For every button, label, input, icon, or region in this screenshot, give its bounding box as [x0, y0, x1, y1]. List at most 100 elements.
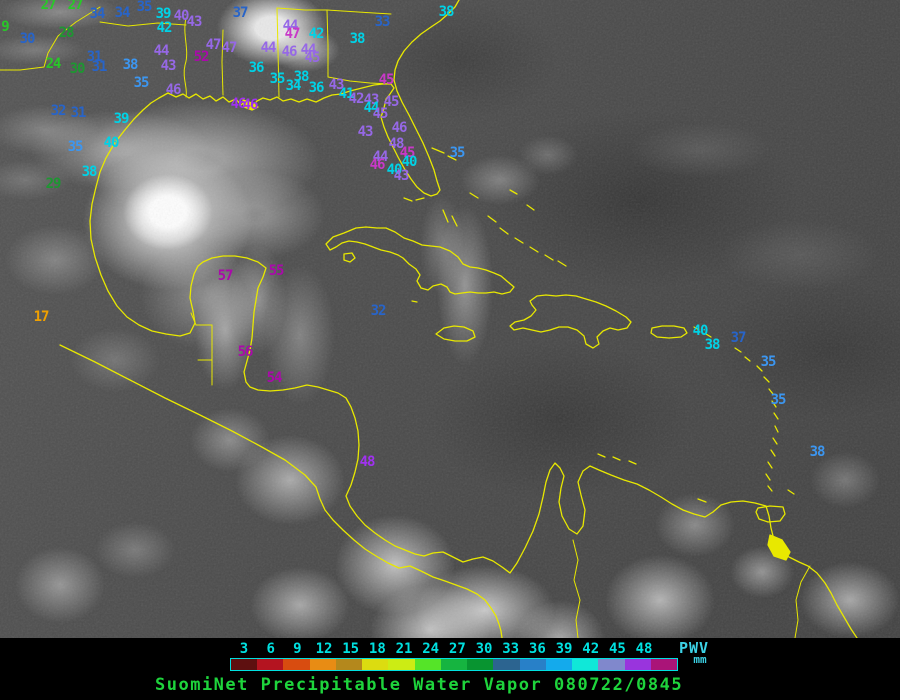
- legend-tick-label: 30: [475, 641, 493, 657]
- station-pwv-value: 36: [248, 60, 265, 76]
- colorbar-segment: [414, 659, 441, 670]
- coast-mexico-central-america: [89, 92, 858, 638]
- station-pwv-value: 44: [282, 18, 299, 34]
- station-pwv-value: 30: [69, 61, 86, 77]
- legend-tick-label: 45: [608, 641, 626, 657]
- station-pwv-value: 38: [704, 337, 721, 353]
- station-pwv-value: 46: [281, 44, 298, 60]
- island-puerto-rico: [650, 325, 688, 339]
- station-pwv-value: 44: [260, 40, 277, 56]
- station-pwv-value: 42: [308, 26, 325, 42]
- legend-tick-label: 24: [422, 641, 440, 657]
- station-pwv-value: 40: [103, 135, 120, 151]
- station-pwv-value: 54: [266, 370, 283, 386]
- legend-tick-label: 33: [502, 641, 520, 657]
- station-pwv-value: 17: [33, 309, 50, 325]
- station-pwv-value: 35: [67, 139, 84, 155]
- legend-tick-label: 12: [315, 641, 333, 657]
- station-pwv-value: 56: [237, 344, 254, 360]
- island-cuba: [325, 226, 515, 295]
- station-pwv-value: 9: [1, 19, 10, 35]
- station-pwv-value: 40: [386, 162, 403, 178]
- station-pwv-value: 38: [438, 4, 455, 20]
- station-pwv-value: 46: [369, 157, 386, 173]
- station-pwv-value: 46: [242, 97, 259, 113]
- legend-tick-label: 15: [342, 641, 360, 657]
- colorbar-segment: [493, 659, 520, 670]
- station-pwv-value: 42: [156, 20, 173, 36]
- legend-colorbar: [230, 658, 678, 671]
- colorbar-segment: [362, 659, 389, 670]
- station-pwv-value: 29: [45, 176, 62, 192]
- station-pwv-value: 40: [173, 8, 190, 24]
- station-pwv-value: 27: [67, 0, 84, 13]
- station-pwv-value: 37: [730, 330, 747, 346]
- mississippi-delta: [242, 99, 259, 111]
- island-hispaniola: [509, 294, 632, 349]
- station-pwv-value: 32: [370, 303, 387, 319]
- station-pwv-value: 45: [399, 145, 416, 161]
- colorbar-segment: [467, 659, 494, 670]
- legend-tick-label: 39: [555, 641, 573, 657]
- station-pwv-value: 35: [770, 392, 787, 408]
- station-pwv-value: 52: [193, 49, 210, 65]
- station-pwv-value: 38: [293, 69, 310, 85]
- station-pwv-value: 47: [205, 37, 222, 53]
- station-pwv-value: 45: [378, 72, 395, 88]
- station-pwv-value: 43: [328, 77, 345, 93]
- station-pwv-value: 43: [186, 14, 203, 30]
- image-grain-texture: [0, 0, 900, 638]
- station-pwv-value: 28: [58, 25, 75, 41]
- station-pwv-value: 43: [363, 92, 380, 108]
- station-pwv-value: 57: [217, 268, 234, 284]
- station-pwv-value: 43: [160, 58, 177, 74]
- legend-tick-label: 3: [239, 641, 249, 657]
- colorbar-segment: [388, 659, 415, 670]
- station-pwv-value: 48: [388, 136, 405, 152]
- station-pwv-value: 48: [359, 454, 376, 470]
- colorbar-segment: [335, 659, 363, 670]
- station-pwv-value: 31: [91, 59, 108, 75]
- island-trinidad: [755, 505, 786, 523]
- colorbar-segment: [519, 659, 546, 670]
- station-pwv-value: 41: [338, 86, 355, 102]
- legend-tick-label: 6: [266, 641, 275, 657]
- legend-tick-label: 18: [368, 641, 386, 657]
- station-pwv-value: 44: [153, 43, 170, 59]
- map-title: SuomiNet Precipitable Water Vapor 080722…: [155, 675, 684, 695]
- station-pwv-value: 40: [692, 323, 709, 339]
- colorbar-segment: [309, 659, 336, 670]
- station-pwv-value: 35: [449, 145, 466, 161]
- colorbar-segment: [598, 659, 625, 670]
- station-pwv-value: 30: [19, 31, 36, 47]
- island-isle-of-youth: [343, 252, 356, 263]
- colorbar-segment: [231, 659, 258, 670]
- islands-bahamas: [431, 147, 567, 267]
- station-pwv-value: 47: [221, 40, 238, 56]
- station-pwv-value: 40: [401, 154, 418, 170]
- station-pwv-value: 39: [113, 111, 130, 127]
- legend-tick-label: 9: [293, 641, 302, 657]
- legend-tick-label: 48: [635, 641, 653, 657]
- political-borders: [0, 6, 811, 638]
- station-pwv-value: 47: [284, 26, 301, 42]
- station-pwv-value: 44: [300, 42, 317, 58]
- coastline-overlay: [0, 0, 900, 638]
- station-pwv-value: 35: [269, 71, 286, 87]
- island-jamaica: [435, 325, 476, 342]
- station-pwv-value: 45: [304, 50, 321, 66]
- legend-unit-sublabel: mm: [693, 653, 707, 666]
- station-pwv-value: 35: [136, 0, 153, 15]
- colorbar-segment: [257, 659, 284, 670]
- station-pwv-value: 43: [357, 124, 374, 140]
- station-pwv-value: 55: [268, 263, 285, 279]
- station-pwv-value: 45: [372, 106, 389, 122]
- station-pwv-value: 38: [122, 57, 139, 73]
- station-pwv-value: 43: [393, 168, 410, 184]
- station-pwv-value: 42: [348, 91, 365, 107]
- islands-lesser-antilles: [403, 197, 795, 503]
- station-pwv-value: 36: [308, 80, 325, 96]
- coast-pacific: [59, 344, 503, 638]
- station-pwv-value: 31: [70, 105, 87, 121]
